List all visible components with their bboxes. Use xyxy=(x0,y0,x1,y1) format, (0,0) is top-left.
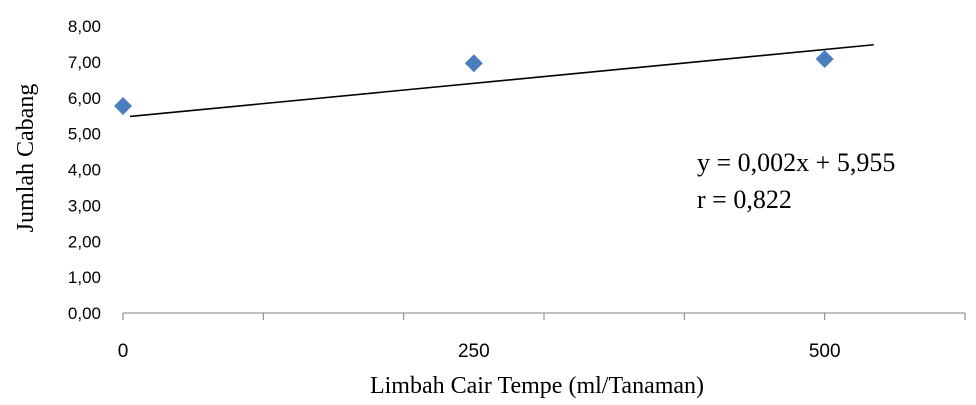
x-tick-label: 250 xyxy=(458,341,490,362)
trendline xyxy=(129,43,874,118)
y-tick-label: 4,00 xyxy=(68,161,101,180)
y-tick-label: 6,00 xyxy=(68,89,101,108)
x-tick-label: 0 xyxy=(118,341,129,362)
x-axis-tick-labels: 0 250 500 xyxy=(118,341,841,362)
y-tick-label: 8,00 xyxy=(68,17,101,36)
y-tick-label: 1,00 xyxy=(68,268,101,287)
y-tick-label: 5,00 xyxy=(68,125,101,144)
y-tick-label: 3,00 xyxy=(68,196,101,215)
x-tick-label: 500 xyxy=(809,341,841,362)
data-point xyxy=(114,97,132,116)
data-point xyxy=(815,50,834,69)
y-axis-tick-labels: 0,00 1,00 2,00 3,00 4,00 5,00 6,00 7,00 8,00 xyxy=(68,17,101,323)
y-tick-label: 7,00 xyxy=(68,53,101,72)
correlation-coefficient: r = 0,822 xyxy=(697,185,792,214)
regression-equation: y = 0,002x + 5,955 xyxy=(697,148,895,177)
y-axis-title: Jumlah Cabang xyxy=(13,84,39,233)
data-point xyxy=(464,54,483,73)
equation-annotations: y = 0,002x + 5,955 r = 0,822 xyxy=(697,148,895,214)
y-tick-label: 0,00 xyxy=(68,304,101,323)
x-axis-title: Limbah Cair Tempe (ml/Tanaman) xyxy=(370,373,704,399)
y-tick-label: 2,00 xyxy=(68,232,101,251)
x-axis-tick-marks xyxy=(122,313,966,320)
data-points xyxy=(114,50,834,116)
